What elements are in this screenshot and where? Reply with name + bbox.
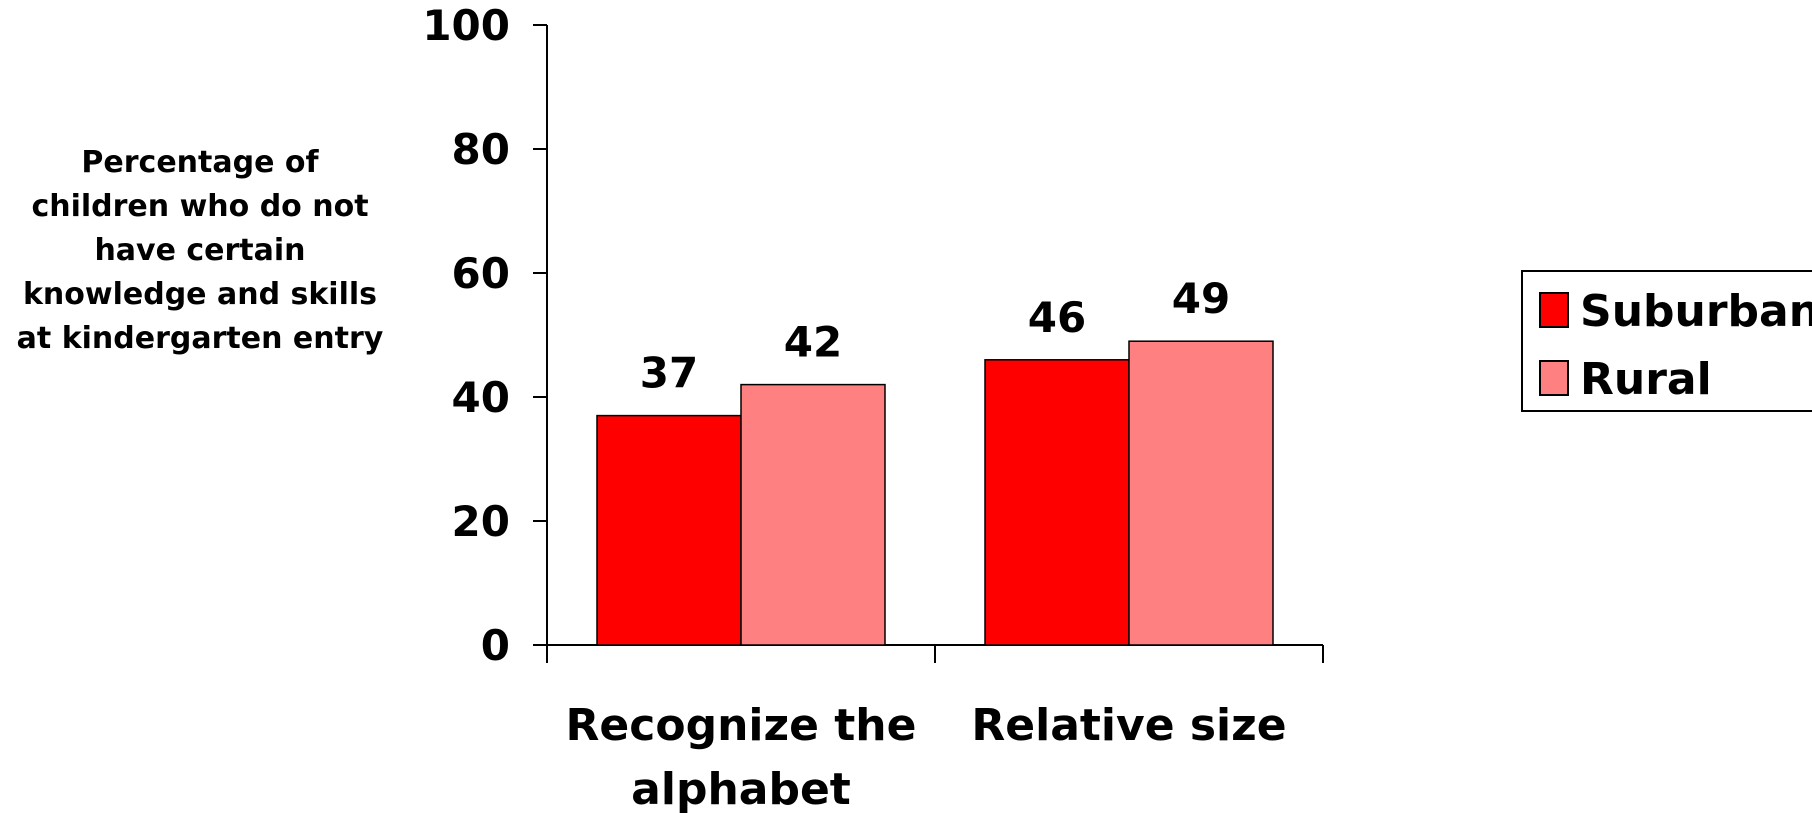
category-label: Recognize the <box>566 700 917 751</box>
y-axis-label-line: at kindergarten entry <box>17 321 384 356</box>
y-axis-label-line: have certain <box>94 233 305 268</box>
data-label: 46 <box>1028 293 1086 342</box>
bar-suburban-1 <box>984 359 1130 646</box>
data-labels: 37 42 46 49 <box>640 274 1230 397</box>
legend-swatch-rural <box>1539 360 1569 396</box>
legend-swatch-suburban <box>1539 292 1569 328</box>
y-tick-label: 80 <box>452 125 510 174</box>
y-tick-label: 40 <box>452 373 510 422</box>
bar-rural-0 <box>740 383 886 646</box>
data-label: 42 <box>784 318 842 367</box>
bar-suburban-0 <box>596 414 742 646</box>
data-label: 49 <box>1172 274 1230 323</box>
y-axis-label: Percentage of children who do not have cer… <box>17 145 384 356</box>
y-axis-label-line: children who do not <box>31 189 368 224</box>
legend: Suburban Rural <box>1521 270 1812 412</box>
category-label: Relative size <box>971 700 1286 751</box>
y-tick-label: 0 <box>481 621 510 670</box>
bars <box>596 340 1274 646</box>
category-labels: Recognize the alphabet Relative size <box>566 700 1287 813</box>
bar-rural-1 <box>1128 340 1274 646</box>
y-tick-label: 20 <box>452 497 510 546</box>
y-tick-label: 60 <box>452 249 510 298</box>
legend-box <box>1521 270 1812 412</box>
legend-label: Suburban <box>1580 286 1812 337</box>
y-axis-label-line: Percentage of <box>81 145 319 180</box>
category-label: alphabet <box>631 764 851 813</box>
legend-label: Rural <box>1580 354 1712 405</box>
axes: 0 20 40 60 80 100 <box>422 1 1324 670</box>
y-tick-label: 100 <box>422 1 510 50</box>
y-axis-label-line: knowledge and skills <box>23 277 377 312</box>
data-label: 37 <box>640 349 698 398</box>
